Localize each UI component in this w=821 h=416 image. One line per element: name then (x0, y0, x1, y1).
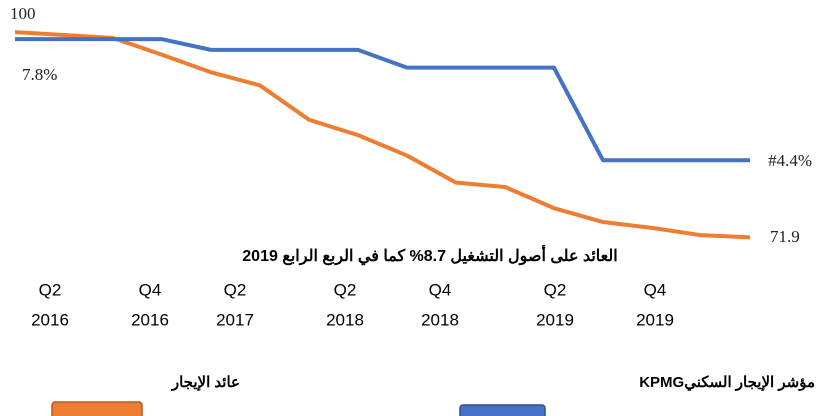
legend-swatch (459, 404, 546, 416)
x-tick-label: Q2 (224, 280, 247, 299)
data-label: 7.8% (22, 65, 57, 84)
legend-label: عائد الإيجار (171, 374, 240, 391)
legend-label: مؤشر الإيجار السكنيKPMG (639, 374, 815, 392)
x-tick-label: 2018 (421, 310, 459, 329)
line (15, 37, 750, 163)
x-tick-label: Q4 (644, 280, 667, 299)
legend-swatch (51, 401, 143, 416)
chart-title: العائد على أصول التشغيل 8.7% كما في الرب… (242, 244, 617, 266)
x-tick-label: Q4 (429, 280, 452, 299)
x-tick-label: 2016 (31, 310, 69, 329)
x-tick-label: 2016 (131, 310, 169, 329)
data-label: 100 (10, 4, 36, 23)
x-tick-label: 2018 (326, 310, 364, 329)
x-tick-label: 2019 (536, 310, 574, 329)
x-tick-label: Q4 (139, 280, 162, 299)
line (14, 30, 751, 240)
data-label: 71.9 (770, 227, 800, 246)
x-tick-label: 2017 (216, 310, 254, 329)
x-tick-label: 2019 (636, 310, 674, 329)
x-tick-label: Q2 (544, 280, 567, 299)
x-tick-label: Q2 (39, 280, 62, 299)
x-tick-label: Q2 (334, 280, 357, 299)
data-label: #4.4% (768, 151, 812, 170)
